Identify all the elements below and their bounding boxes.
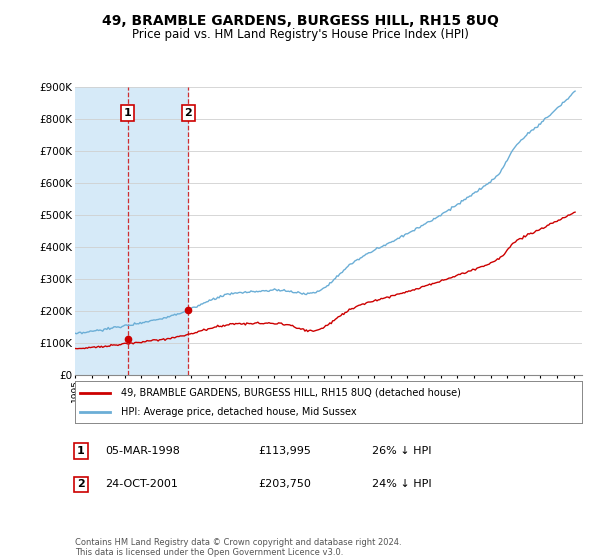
Text: 1: 1 [124, 108, 131, 118]
Text: Contains HM Land Registry data © Crown copyright and database right 2024.
This d: Contains HM Land Registry data © Crown c… [75, 538, 401, 557]
Text: 26% ↓ HPI: 26% ↓ HPI [372, 446, 431, 456]
Text: 24% ↓ HPI: 24% ↓ HPI [372, 479, 431, 489]
Text: 24-OCT-2001: 24-OCT-2001 [105, 479, 178, 489]
Bar [128, 87, 188, 375]
Text: 49, BRAMBLE GARDENS, BURGESS HILL, RH15 8UQ (detached house): 49, BRAMBLE GARDENS, BURGESS HILL, RH15 … [121, 388, 461, 398]
Text: Price paid vs. HM Land Registry's House Price Index (HPI): Price paid vs. HM Land Registry's House … [131, 28, 469, 41]
Text: £113,995: £113,995 [258, 446, 311, 456]
Bar [75, 87, 128, 375]
Text: 2: 2 [184, 108, 192, 118]
Text: 1: 1 [77, 446, 85, 456]
Text: HPI: Average price, detached house, Mid Sussex: HPI: Average price, detached house, Mid … [121, 407, 356, 417]
Text: 49, BRAMBLE GARDENS, BURGESS HILL, RH15 8UQ: 49, BRAMBLE GARDENS, BURGESS HILL, RH15 … [101, 14, 499, 28]
Text: £203,750: £203,750 [258, 479, 311, 489]
Text: 2: 2 [77, 479, 85, 489]
Text: 05-MAR-1998: 05-MAR-1998 [105, 446, 180, 456]
